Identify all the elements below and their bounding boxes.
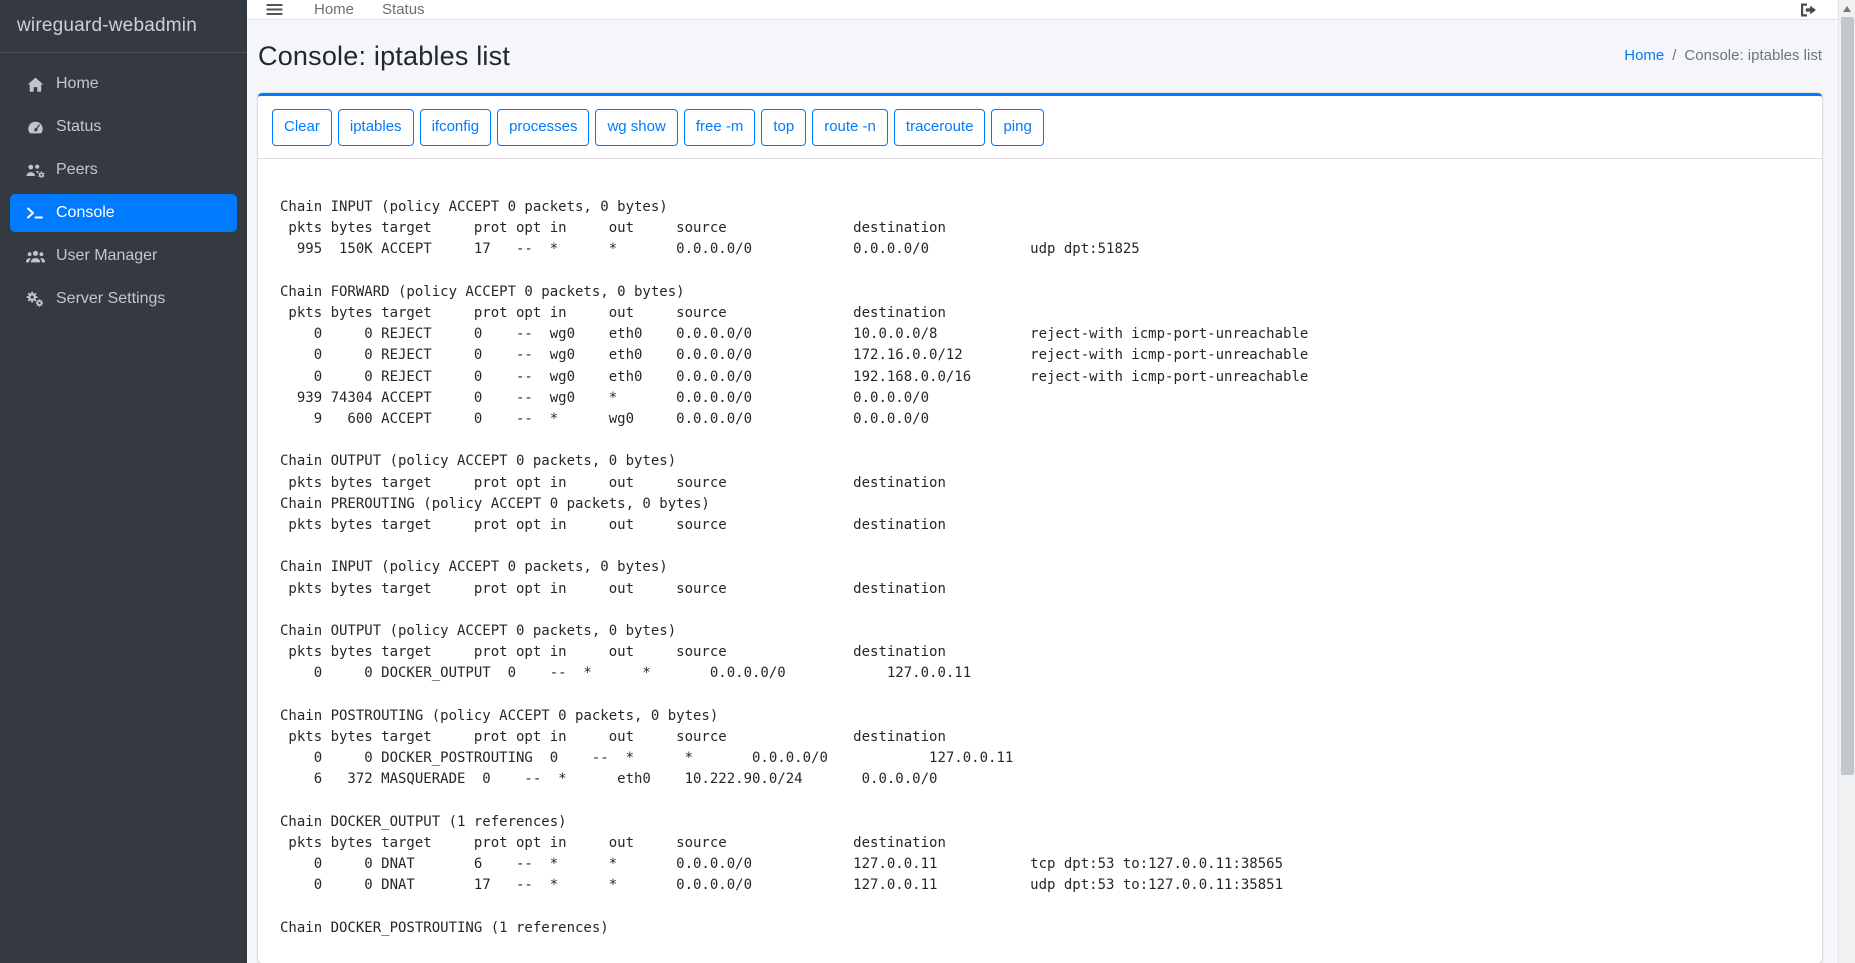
sidebar: wireguard-webadmin Home Status Peers <box>0 0 247 963</box>
navbar-links: Home Status <box>300 1 439 18</box>
sidebar-item-label: User Manager <box>56 247 158 264</box>
sidebar-nav: Home Status Peers Console <box>0 53 247 335</box>
console-body: Chain INPUT (policy ACCEPT 0 packets, 0 … <box>258 159 1822 963</box>
content: Console: iptables list Home / Console: i… <box>247 20 1838 963</box>
command-button-route-n[interactable]: route -n <box>812 109 888 146</box>
console-output: Chain INPUT (policy ACCEPT 0 packets, 0 … <box>280 198 1309 936</box>
breadcrumb-home-link[interactable]: Home <box>1624 47 1665 65</box>
sidebar-item-label: Peers <box>56 161 98 178</box>
command-button-iptables[interactable]: iptables <box>337 109 414 146</box>
navbar-link-home[interactable]: Home <box>314 1 355 19</box>
sidebar-item-status[interactable]: Status <box>10 108 237 146</box>
page-title: Console: iptables list <box>258 41 511 72</box>
command-button-ping[interactable]: ping <box>991 109 1044 146</box>
users-icon <box>22 249 48 264</box>
users-gear-icon <box>22 163 48 178</box>
sidebar-item-peers[interactable]: Peers <box>10 151 237 189</box>
sidebar-item-label: Home <box>56 75 99 92</box>
sidebar-item-label: Status <box>56 118 102 135</box>
command-button-clear[interactable]: Clear <box>272 109 332 146</box>
command-button-wg-show[interactable]: wg show <box>595 109 678 146</box>
logout-icon[interactable] <box>1799 2 1818 18</box>
navbar-link-status[interactable]: Status <box>382 1 425 19</box>
gauge-icon <box>22 120 48 135</box>
command-button-processes[interactable]: processes <box>497 109 590 146</box>
console-card: Clear iptables ifconfig processes wg sho… <box>258 93 1822 963</box>
sidebar-item-label: Console <box>56 204 115 221</box>
terminal-icon <box>22 206 48 220</box>
breadcrumb: Home / Console: iptables list <box>1624 47 1822 64</box>
sidebar-item-server-settings[interactable]: Server Settings <box>10 280 237 318</box>
console-toolbar: Clear iptables ifconfig processes wg sho… <box>258 96 1822 159</box>
main-area: Home Status Console: iptables list Home … <box>247 0 1838 963</box>
command-button-traceroute[interactable]: traceroute <box>893 109 986 146</box>
scrollbar-up-arrow[interactable] <box>1843 6 1851 12</box>
breadcrumb-separator: / <box>1672 47 1677 65</box>
command-button-free-m[interactable]: free -m <box>683 109 756 146</box>
breadcrumb-current: Console: iptables list <box>1684 47 1822 65</box>
sidebar-item-label: Server Settings <box>56 290 166 307</box>
scrollbar-thumb[interactable] <box>1841 17 1854 775</box>
command-button-ifconfig[interactable]: ifconfig <box>419 109 492 146</box>
menu-icon[interactable] <box>265 1 284 18</box>
sidebar-item-home[interactable]: Home <box>10 65 237 103</box>
brand-link[interactable]: wireguard-webadmin <box>0 0 247 53</box>
page-scrollbar[interactable] <box>1838 0 1855 963</box>
content-header: Console: iptables list Home / Console: i… <box>258 38 1822 74</box>
sidebar-item-user-manager[interactable]: User Manager <box>10 237 237 275</box>
top-navbar: Home Status <box>247 0 1838 21</box>
home-icon <box>22 77 48 92</box>
command-button-top[interactable]: top <box>761 109 807 146</box>
sidebar-item-console[interactable]: Console <box>10 194 237 232</box>
gears-icon <box>22 291 48 307</box>
